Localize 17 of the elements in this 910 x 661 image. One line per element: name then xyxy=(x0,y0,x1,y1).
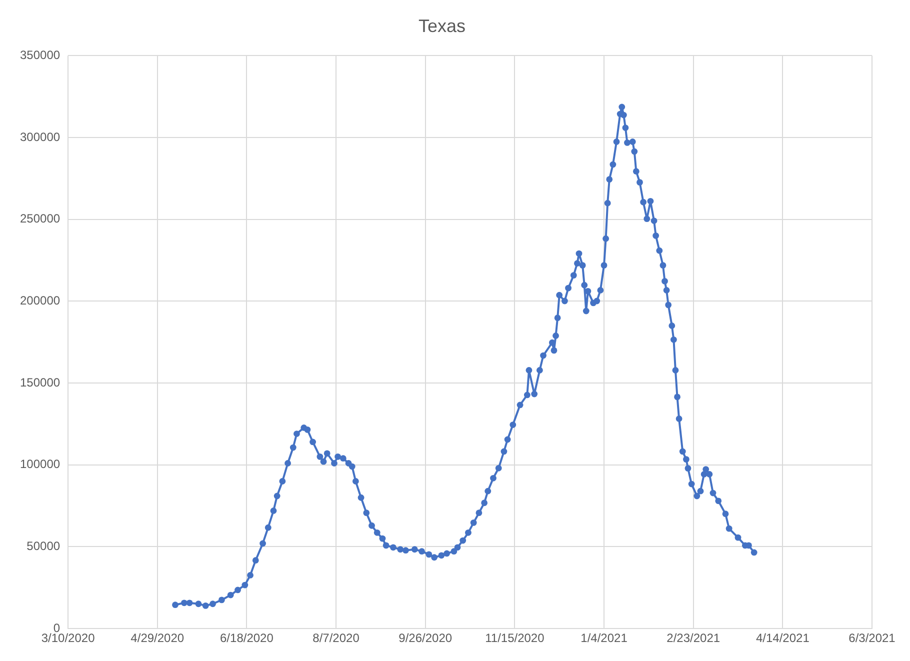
x-tick-label: 6/3/2021 xyxy=(848,631,896,646)
y-tick-label: 250000 xyxy=(20,212,60,226)
y-tick-label: 150000 xyxy=(20,375,60,390)
y-tick-label: 100000 xyxy=(20,457,60,472)
x-tick-label: 9/26/2020 xyxy=(398,631,452,646)
x-tick-label: 6/18/2020 xyxy=(220,631,274,646)
x-tick-label: 4/29/2020 xyxy=(130,631,184,646)
y-tick-label: 200000 xyxy=(20,293,60,308)
x-tick-label: 1/4/2021 xyxy=(580,631,628,646)
x-tick-label: 2/23/2021 xyxy=(666,631,720,646)
y-tick-label: 300000 xyxy=(20,130,60,144)
x-tick-label: 11/15/2020 xyxy=(485,631,545,646)
y-tick-label: 50000 xyxy=(26,539,60,554)
x-tick-label: 4/14/2021 xyxy=(756,631,810,646)
chart-title: Texas xyxy=(418,16,466,36)
x-tick-label: 8/7/2020 xyxy=(312,631,360,646)
y-tick-label: 350000 xyxy=(20,48,60,62)
